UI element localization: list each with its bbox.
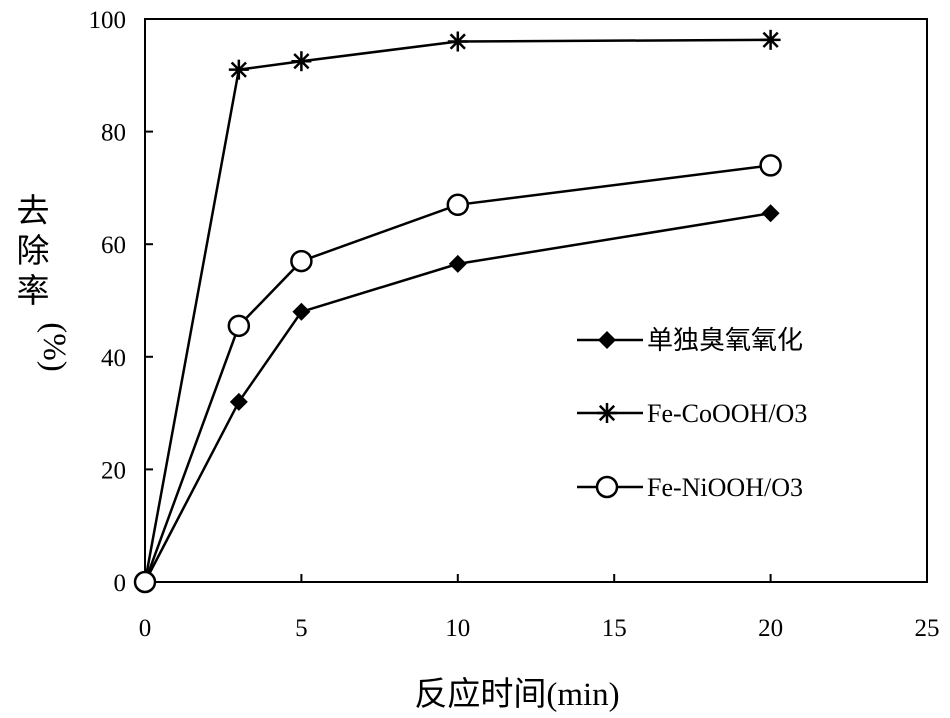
- axes: 0 5 10 15 20 25 0 20 40 60 80 100: [89, 7, 940, 642]
- series-layer: [133, 29, 782, 594]
- data-point-asterisk: [291, 51, 312, 72]
- data-point-asterisk: [228, 59, 249, 80]
- x-tick-label: 25: [915, 615, 940, 642]
- y-tick-label: 20: [101, 457, 126, 484]
- data-point-circle: [290, 249, 313, 273]
- y-tick-label: 80: [101, 120, 126, 147]
- y-tick-label: 100: [89, 7, 127, 34]
- series-diamond: [136, 204, 780, 591]
- data-point-circle: [759, 154, 782, 177]
- data-point-diamond: [448, 254, 467, 273]
- x-tick-label: 15: [602, 615, 627, 642]
- legend-marker-diamond: [598, 331, 616, 349]
- legend: 单独臭氧氧化 Fe-CoOOH/O3 Fe-NiOOH/O3: [577, 326, 807, 502]
- series-circle: [133, 154, 782, 594]
- legend-label: Fe-NiOOH/O3: [647, 473, 803, 502]
- legend-marker-asterisk: [597, 403, 617, 423]
- y-tick-label: 60: [101, 232, 126, 259]
- legend-item: Fe-CoOOH/O3: [577, 399, 807, 428]
- legend-label: Fe-CoOOH/O3: [647, 399, 807, 428]
- y-axis-title-unit: (%): [36, 322, 72, 371]
- series-asterisk: [135, 29, 781, 592]
- x-axis-title: 反应时间(min): [414, 676, 619, 713]
- y-axis-title: 去除率: [17, 193, 50, 310]
- data-point-diamond: [292, 302, 311, 321]
- legend-marker-circle: [595, 475, 619, 499]
- data-point-asterisk: [447, 31, 468, 52]
- legend-item: 单独臭氧氧化: [577, 326, 803, 355]
- data-point-diamond: [229, 392, 248, 411]
- legend-item: Fe-NiOOH/O3: [577, 473, 803, 502]
- y-tick-label: 0: [114, 570, 127, 597]
- x-tick-label: 10: [445, 615, 470, 642]
- data-point-diamond: [761, 204, 780, 223]
- data-point-circle: [227, 314, 251, 338]
- data-point-asterisk: [760, 29, 781, 50]
- y-tick-label: 40: [101, 345, 126, 372]
- legend-label: 单独臭氧氧化: [647, 326, 803, 355]
- plot-frame: [144, 18, 928, 583]
- x-tick-label: 0: [139, 615, 152, 642]
- x-tick-label: 20: [758, 615, 783, 642]
- data-point-circle: [133, 570, 157, 594]
- x-tick-label: 5: [295, 615, 308, 642]
- data-point-circle: [446, 193, 470, 217]
